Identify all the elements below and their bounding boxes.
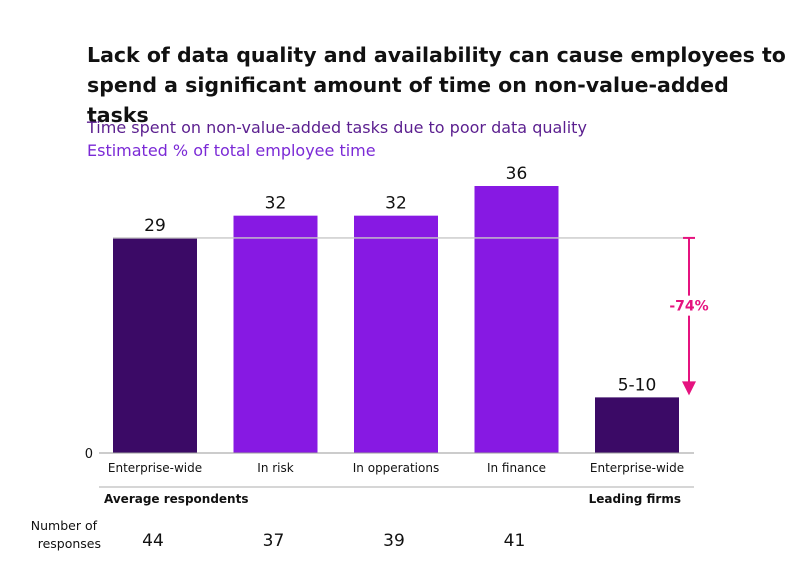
y-axis-label: Estimated % of total employee time — [87, 141, 376, 160]
responses-value-3: 39 — [383, 531, 405, 551]
bar-4 — [474, 186, 559, 453]
bar-value-label-2: 32 — [265, 194, 287, 214]
category-label-4: In finance — [487, 461, 546, 475]
responses-values: 44 37 39 41 — [142, 531, 525, 551]
chart-subtitle: Time spent on non-value-added tasks due … — [87, 118, 587, 137]
category-label-3: In opperations — [353, 461, 439, 475]
annotation-percent-change: -74% — [669, 299, 708, 315]
group-label-leading: Leading firms — [589, 492, 681, 506]
responses-label: Number of responses — [31, 518, 101, 551]
bar-value-label-4: 36 — [506, 164, 528, 184]
bar-5 — [595, 397, 679, 453]
responses-label-line-1: Number of — [31, 518, 98, 533]
group-label-average: Average respondents — [104, 492, 248, 506]
arrow-head-icon — [682, 381, 696, 396]
bar-value-label-3: 32 — [385, 194, 407, 214]
bar-1 — [113, 237, 197, 453]
responses-label-line-2: responses — [38, 536, 101, 551]
bar-value-label-1: 29 — [144, 216, 166, 236]
bar-value-label-5: 5-10 — [618, 375, 657, 395]
labels-layer: 29 Enterprise-wide 32 In risk 32 In opperatio… — [108, 164, 684, 475]
annotation-background — [665, 295, 713, 316]
responses-value-4: 41 — [504, 531, 526, 551]
chart-title: Lack of data quality and availability ca… — [87, 43, 786, 127]
y-tick-label-0: 0 — [85, 447, 93, 462]
bar-2 — [233, 215, 318, 453]
category-label-5: Enterprise-wide — [590, 461, 684, 475]
responses-value-2: 37 — [263, 531, 285, 551]
responses-value-1: 44 — [142, 531, 164, 551]
bars-layer — [113, 186, 679, 453]
category-label-1: Enterprise-wide — [108, 461, 202, 475]
category-label-2: In risk — [257, 461, 293, 475]
bar-3 — [354, 215, 438, 453]
